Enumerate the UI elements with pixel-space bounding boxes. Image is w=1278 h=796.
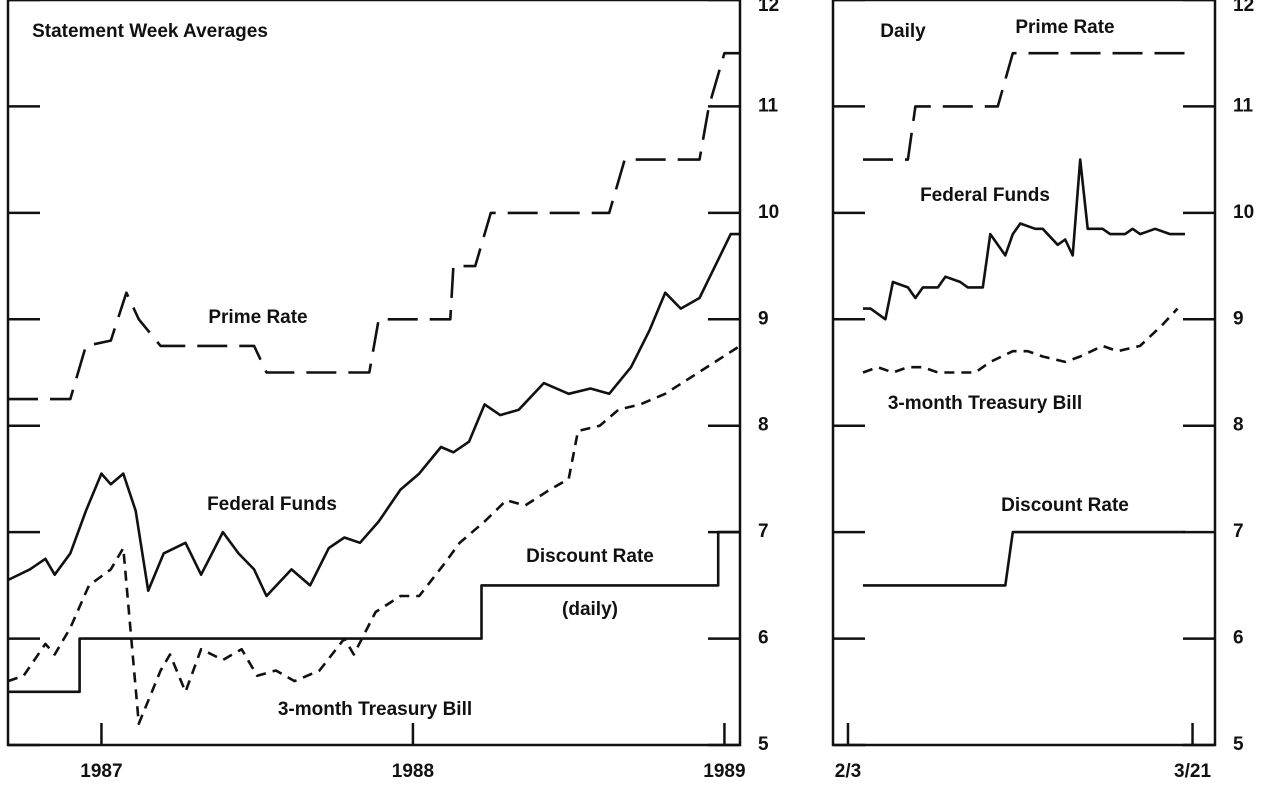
- series-label: 3-month Treasury Bill: [278, 699, 472, 720]
- series-line: [863, 158, 1185, 321]
- y-tick-label: 6: [758, 628, 769, 649]
- y-tick-label: 7: [758, 521, 769, 542]
- subtitle: Daily: [880, 21, 926, 42]
- x-tick-label: 3/21: [1174, 761, 1211, 782]
- series-line: [8, 530, 740, 694]
- series-label: 3-month Treasury Bill: [888, 393, 1082, 414]
- y-tick-label: 12: [758, 0, 779, 16]
- series-line: [7, 232, 740, 598]
- y-tick-label: 10: [1233, 202, 1254, 223]
- series-label: Federal Funds: [920, 185, 1050, 206]
- y-tick-label: 12: [1233, 0, 1254, 16]
- series-label: Discount Rate: [526, 546, 654, 567]
- subtitle: Statement Week Averages: [32, 21, 268, 42]
- x-tick-label: 1987: [80, 761, 122, 782]
- y-tick-label: 6: [1233, 628, 1244, 649]
- series-line: [7, 344, 741, 725]
- series-label: Discount Rate: [1001, 495, 1129, 516]
- plot-frame: [6, 0, 742, 747]
- y-tick-label: 8: [1233, 415, 1244, 436]
- y-tick-label: 9: [758, 308, 769, 329]
- y-tick-label: 5: [1233, 734, 1244, 755]
- series-line: [862, 307, 1179, 374]
- series-label: Prime Rate: [1015, 17, 1114, 38]
- y-tick-label: 5: [758, 734, 769, 755]
- y-tick-label: 8: [758, 415, 769, 436]
- series-label: Federal Funds: [207, 494, 337, 515]
- x-tick-label: 1988: [392, 761, 434, 782]
- y-tick-label: 10: [758, 202, 779, 223]
- series-line: [863, 530, 1185, 587]
- series-label: Prime Rate: [208, 307, 307, 328]
- series-line: [8, 51, 740, 401]
- y-tick-label: 9: [1233, 308, 1244, 329]
- y-tick-label: 7: [1233, 521, 1244, 542]
- y-tick-label: 11: [758, 95, 779, 116]
- annotation: (daily): [562, 599, 618, 620]
- series-line: [863, 51, 1185, 161]
- plot-frame: [831, 0, 1217, 747]
- x-tick-label: 2/3: [835, 761, 861, 782]
- x-tick-label: 1989: [703, 761, 745, 782]
- y-tick-label: 11: [1233, 95, 1254, 116]
